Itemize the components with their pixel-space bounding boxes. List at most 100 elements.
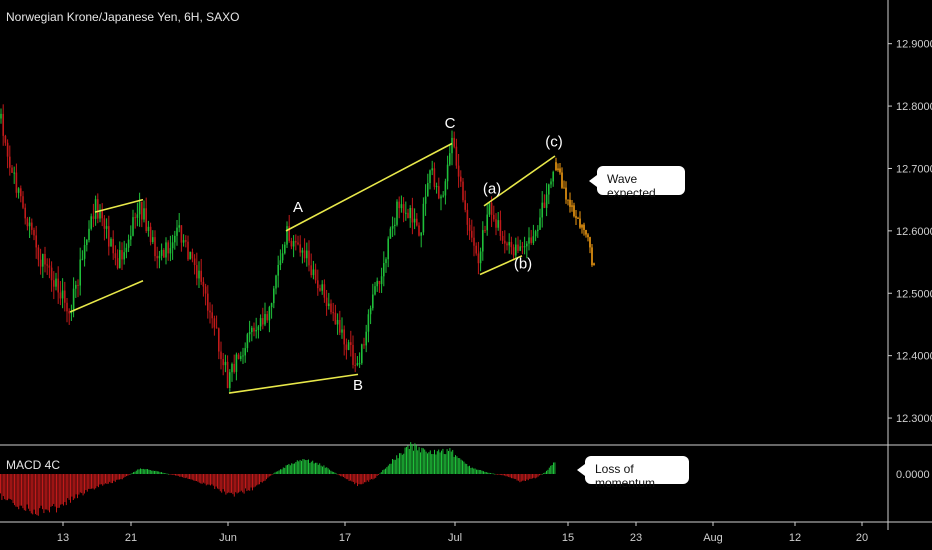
forecast-candle-body <box>555 162 557 171</box>
candle-body <box>372 294 374 309</box>
macd-bar <box>345 474 347 480</box>
candle-body <box>339 319 341 333</box>
macd-bar <box>401 454 403 474</box>
candle-body <box>174 235 176 243</box>
macd-bar <box>282 467 284 474</box>
macd-indicator-label[interactable]: MACD 4C <box>6 458 61 472</box>
momentum-callout: Loss of momentum <box>577 456 689 490</box>
macd-bar <box>540 474 542 475</box>
candle-body <box>200 270 202 282</box>
macd-bar <box>536 474 538 478</box>
macd-bar <box>499 474 501 475</box>
y-tick-label: 12.4000 <box>896 351 932 363</box>
candle-body <box>145 208 147 232</box>
macd-bar <box>539 474 540 476</box>
macd-bar <box>4 474 6 500</box>
candle-body <box>330 303 332 313</box>
forecast-candle-body <box>563 187 565 189</box>
macd-bar <box>551 465 553 474</box>
y-tick-label: 12.5000 <box>896 288 932 300</box>
macd-bar <box>285 465 287 474</box>
macd-bar <box>546 470 547 474</box>
forecast-candle-body <box>587 234 589 238</box>
macd-bar <box>74 474 76 499</box>
macd-bar <box>180 474 182 477</box>
macd-bar <box>98 474 99 488</box>
macd-bar <box>93 474 95 490</box>
macd-bar <box>64 474 66 503</box>
macd-bar <box>456 456 458 474</box>
x-tick-label: 23 <box>630 532 642 544</box>
macd-bar <box>392 459 393 474</box>
candle-body <box>2 113 4 136</box>
candle-body <box>358 363 361 365</box>
macd-bar <box>373 474 375 479</box>
macd-bar <box>198 474 200 483</box>
macd-zero-label: 0.0000 <box>896 469 930 481</box>
macd-bar <box>89 474 91 489</box>
macd-bar <box>26 474 28 505</box>
macd-bar <box>100 474 102 485</box>
macd-bar <box>443 454 445 474</box>
macd-bar <box>250 474 252 488</box>
macd-bar <box>85 474 87 490</box>
macd-bar <box>483 471 484 474</box>
macd-bar <box>196 474 197 482</box>
wave-label: B <box>353 377 363 394</box>
macd-bar <box>22 474 24 509</box>
candle-body <box>409 208 411 219</box>
macd-bar <box>207 474 209 485</box>
candle-body <box>211 312 213 319</box>
candle-body <box>264 314 266 325</box>
macd-bar <box>44 474 46 510</box>
macd-bar <box>28 474 29 509</box>
candle-body <box>317 280 319 289</box>
macd-bar <box>453 456 455 474</box>
trendline <box>285 142 453 232</box>
macd-bar <box>506 474 508 477</box>
candle-body <box>154 237 156 257</box>
candle-body <box>325 297 328 307</box>
macd-bar <box>127 474 129 476</box>
macd-bar <box>155 470 157 474</box>
macd-bar <box>518 474 519 481</box>
macd-bar <box>159 472 161 474</box>
candle-body <box>6 142 9 157</box>
macd-bar <box>140 468 141 474</box>
macd-bar <box>301 460 302 474</box>
macd-bar <box>553 462 554 474</box>
macd-bar <box>526 474 528 480</box>
macd-bar <box>247 474 249 491</box>
macd-bar <box>365 474 367 483</box>
macd-bar <box>8 474 10 499</box>
macd-bar <box>498 474 500 475</box>
macd-bar <box>236 474 238 494</box>
macd-bar <box>424 449 426 474</box>
candle-body <box>42 254 44 267</box>
macd-bar <box>406 446 407 474</box>
macd-bar <box>264 474 266 481</box>
candle-body <box>259 318 262 327</box>
macd-bar <box>270 474 272 476</box>
wave-label: A <box>293 199 303 216</box>
forecast-candle-body <box>581 224 583 228</box>
candle-body <box>290 240 293 247</box>
macd-bar <box>515 474 517 480</box>
candle-body <box>455 146 458 166</box>
candle-body <box>64 290 66 303</box>
macd-bar <box>191 474 193 480</box>
macd-bar <box>126 474 127 477</box>
macd-bar <box>337 474 339 475</box>
candle-body <box>532 236 535 243</box>
macd-bar <box>288 463 290 474</box>
macd-bar <box>302 459 304 474</box>
macd-bar <box>382 470 384 474</box>
macd-bar <box>184 474 186 479</box>
macd-bar <box>484 471 486 474</box>
macd-bar <box>474 468 476 474</box>
candle-body <box>515 244 517 256</box>
macd-bar <box>362 474 364 484</box>
forecast-candle-body <box>583 224 585 230</box>
macd-bar <box>67 474 69 499</box>
